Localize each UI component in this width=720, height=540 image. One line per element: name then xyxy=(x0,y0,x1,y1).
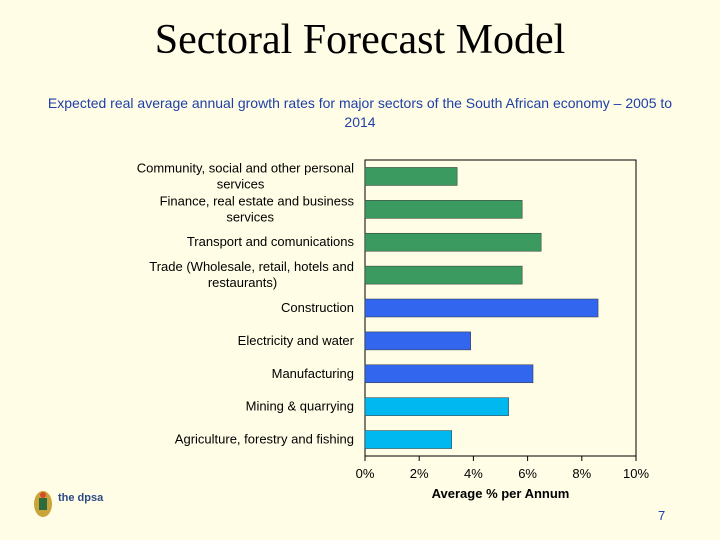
bar xyxy=(364,200,523,219)
x-axis-label: Average % per Annum xyxy=(432,486,570,501)
slide-title: Sectoral Forecast Model xyxy=(154,17,566,63)
bar-chart: Community, social and other personal serv… xyxy=(137,159,649,501)
logo-text: the dpsa xyxy=(58,492,104,504)
category-label-line: services xyxy=(217,176,265,191)
category-label-line: restaurants) xyxy=(208,275,277,290)
category-label: Transport and comunications xyxy=(187,234,355,249)
x-tick-label: 4% xyxy=(464,466,483,481)
bar xyxy=(364,397,509,416)
category-label: Construction xyxy=(281,300,354,315)
category-label: Agriculture, forestry and fishing xyxy=(175,432,354,447)
bar xyxy=(364,331,471,351)
category-label: Community, social and other personal serv… xyxy=(137,160,354,191)
bar xyxy=(364,232,542,252)
category-label-line: Trade (Wholesale, retail, hotels and xyxy=(149,259,354,274)
category-label: Electricity and water xyxy=(238,333,355,348)
category-label-line: Finance, real estate and business xyxy=(160,193,355,208)
x-tick-label: 6% xyxy=(518,466,537,481)
category-label: Mining & quarrying xyxy=(246,399,354,414)
x-tick-label: 8% xyxy=(572,466,591,481)
slide-subtitle: Expected real average annual growth rate… xyxy=(47,95,673,130)
bar xyxy=(364,430,452,449)
category-label: Manufacturing xyxy=(272,366,354,381)
dpsa-logo xyxy=(34,491,52,517)
category-label: Finance, real estate and business service… xyxy=(160,193,355,224)
bar xyxy=(364,265,523,285)
bar xyxy=(364,298,599,318)
x-tick-label: 0% xyxy=(356,466,375,481)
bar xyxy=(364,167,458,186)
category-label-line: services xyxy=(226,209,274,224)
category-label: Trade (Wholesale, retail, hotels and rest… xyxy=(149,259,354,290)
bar xyxy=(364,364,534,384)
coat-of-arms-icon xyxy=(34,491,52,517)
x-tick-label: 2% xyxy=(410,466,429,481)
category-label-line: Community, social and other personal xyxy=(137,160,354,175)
x-tick-label: 10% xyxy=(623,466,649,481)
page-number: 7 xyxy=(658,508,666,523)
